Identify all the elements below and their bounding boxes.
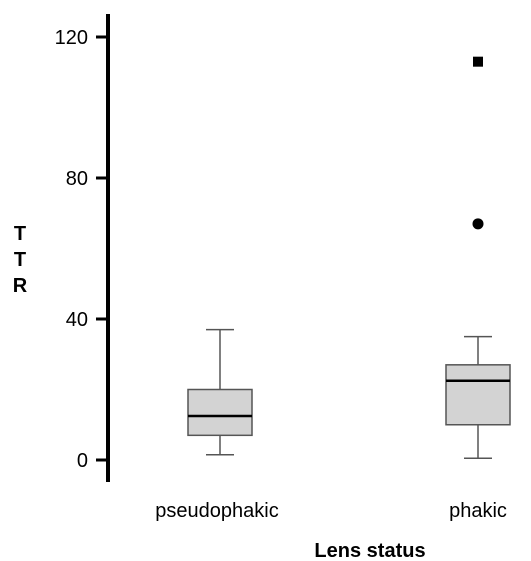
y-tick-label: 0 [77,450,88,472]
y-axis-title-letter: R [13,275,28,297]
box-pseudophakic [187,328,253,456]
y-axis: 0 40 80 120 [55,14,110,482]
extreme-point [473,56,483,67]
y-axis-title-letter: T [14,249,26,271]
x-tick-label: phakic [449,500,507,522]
x-axis-title: Lens status [314,540,425,561]
outlier-point [472,218,484,230]
boxes [187,56,511,459]
iqr-box [187,388,253,437]
y-tick-label: 120 [55,27,88,49]
y-tick-label: 40 [66,309,88,331]
y-tick-label: 80 [66,168,88,190]
iqr-box [445,364,511,426]
x-tick-label: pseudophakic [155,500,278,522]
box-phakic [445,56,511,459]
y-axis-title-letter: T [14,223,26,245]
category-labels: pseudophakic phakic [155,500,507,522]
